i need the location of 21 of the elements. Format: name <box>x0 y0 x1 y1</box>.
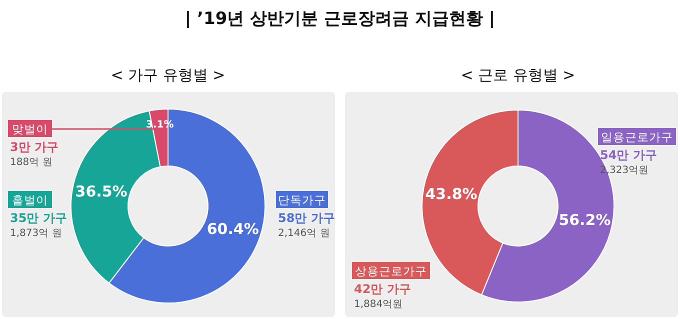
slice-label: 단독가구 <box>278 193 326 207</box>
text: 58만 가구 <box>278 211 335 225</box>
slice-label: 일용근로가구 <box>601 130 673 144</box>
text: 54만 가구 <box>600 148 657 162</box>
chart-subtitle: < 가구 유형별 > <box>110 66 226 84</box>
data-label: 43.8% <box>425 184 478 203</box>
text: 35만 가구 <box>10 211 67 225</box>
slice-label: 맞벌이 <box>12 122 48 136</box>
slice-label: 상용근로가구 <box>355 264 427 278</box>
data-label: 60.4% <box>206 220 259 238</box>
text: 3만 가구 <box>10 140 59 154</box>
chart-title: < 근로 유형별 > <box>460 66 576 84</box>
text: 188억 원 <box>10 157 52 168</box>
text: 2,146억 원 <box>278 228 330 239</box>
slice-label: 홑벌이 <box>12 193 48 207</box>
chart-title: | ’19년 상반기분 근로장려금 지급현황 | <box>184 9 496 29</box>
text: 1,873억 원 <box>10 228 62 239</box>
data-label: 36.5% <box>75 182 128 200</box>
data-label: 56.2% <box>558 211 611 230</box>
text: 42만 가구 <box>354 282 411 296</box>
text: 1,884억원 <box>354 299 403 310</box>
